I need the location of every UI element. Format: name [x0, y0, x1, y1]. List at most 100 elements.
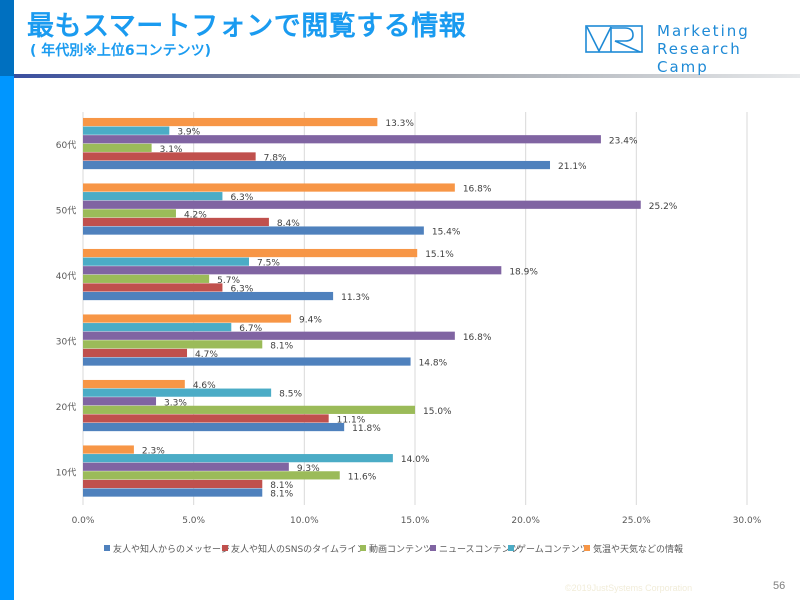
category-label: 60代	[56, 140, 76, 151]
data-label: 11.8%	[352, 424, 381, 434]
copyright-text: ©2019JustSystems Corporation	[565, 583, 693, 593]
bar	[83, 183, 455, 192]
bar	[83, 200, 641, 209]
bar	[83, 340, 263, 349]
data-label: 8.1%	[270, 481, 293, 491]
bar	[83, 209, 176, 218]
logo-mark-icon	[585, 25, 643, 53]
data-label: 11.3%	[341, 293, 370, 303]
legend-label: 友人や知人からのメッセージ	[113, 543, 230, 555]
bar	[83, 462, 289, 471]
data-label: 15.4%	[432, 228, 461, 238]
data-label: 5.7%	[217, 276, 240, 286]
bar	[83, 274, 210, 283]
bar	[83, 192, 223, 201]
data-label: 18.9%	[509, 267, 538, 277]
data-label: 6.3%	[230, 193, 253, 203]
category-label: 20代	[56, 402, 76, 413]
bar	[83, 454, 393, 463]
data-label: 23.4%	[609, 136, 638, 146]
legend-swatch	[508, 545, 514, 551]
data-label: 3.9%	[177, 128, 200, 138]
x-tick-label: 15.0%	[401, 516, 430, 526]
data-label: 25.2%	[649, 202, 678, 212]
data-label: 8.1%	[270, 341, 293, 351]
category-label: 50代	[56, 205, 76, 216]
bar	[83, 471, 340, 480]
data-label: 4.2%	[184, 210, 207, 220]
data-label: 9.4%	[299, 316, 322, 326]
data-label: 8.1%	[270, 490, 293, 500]
data-label: 3.3%	[164, 398, 187, 408]
bar	[83, 126, 170, 135]
page-subtitle: ( 年代別※上位6コンテンツ)	[30, 43, 212, 59]
legend-swatch	[104, 545, 110, 551]
bar	[83, 283, 223, 292]
logo-line-1: Marketing	[657, 22, 750, 40]
category-label: 10代	[56, 467, 76, 478]
bar	[83, 314, 292, 323]
legend-label: ゲームコンテンツ	[517, 543, 589, 555]
data-label: 11.6%	[348, 472, 377, 482]
category-label: 40代	[56, 271, 76, 282]
page-title: 最もスマートフォンで閲覧する情報	[27, 11, 467, 42]
data-label: 15.1%	[425, 250, 454, 260]
bar	[83, 152, 256, 161]
legend-swatch	[584, 545, 590, 551]
x-tick-label: 25.0%	[622, 516, 651, 526]
bar	[83, 348, 188, 358]
data-label: 15.0%	[423, 407, 452, 417]
legend-swatch	[360, 545, 366, 551]
bar	[83, 414, 329, 423]
chart-gridlines	[82, 112, 748, 505]
left-accent-bar	[0, 76, 14, 600]
bar	[83, 266, 502, 275]
legend-label: 気温や天気などの情報	[593, 543, 683, 555]
data-label: 7.8%	[264, 153, 287, 163]
chart-x-tick-labels: 0.0% 5.0% 10.0% 15.0% 20.0% 25.0% 30.0%	[72, 516, 762, 526]
legend-label: ニュースコンテンツ	[439, 544, 520, 555]
bar	[83, 217, 269, 227]
bar	[83, 445, 134, 454]
legend-label: 動画コンテンツ	[369, 544, 432, 555]
data-label: 6.3%	[230, 284, 253, 294]
bar	[83, 135, 601, 144]
logo: Marketing Research Camp	[585, 22, 795, 76]
data-label: 11.1%	[337, 415, 366, 425]
x-tick-label: 0.0%	[72, 516, 95, 526]
x-tick-label: 30.0%	[733, 516, 762, 526]
bar	[83, 331, 455, 340]
data-label: 2.3%	[142, 447, 165, 457]
bar	[83, 379, 185, 389]
bar	[83, 291, 334, 301]
data-label: 7.5%	[257, 259, 280, 269]
bar	[83, 248, 418, 258]
bar	[83, 488, 263, 497]
data-label: 16.8%	[463, 185, 492, 195]
data-label: 3.1%	[160, 145, 183, 155]
bar	[83, 357, 411, 366]
data-label: 9.3%	[297, 464, 320, 474]
bar	[83, 388, 272, 397]
bar	[83, 226, 424, 235]
data-label: 21.1%	[558, 162, 587, 172]
bar	[83, 479, 263, 489]
x-tick-label: 10.0%	[290, 516, 319, 526]
x-tick-label: 20.0%	[511, 516, 540, 526]
chart-bars	[83, 117, 641, 497]
data-label: 8.4%	[277, 219, 300, 229]
data-label: 14.0%	[401, 455, 430, 465]
bar	[83, 422, 345, 432]
legend-swatch	[430, 545, 436, 551]
left-accent-bar-top	[0, 0, 14, 76]
data-label: 14.8%	[419, 359, 448, 369]
bar	[83, 143, 152, 152]
page-number: 56	[773, 580, 786, 592]
bar	[83, 160, 551, 170]
data-label: 8.5%	[279, 390, 302, 400]
chart-legend: 友人や知人からのメッセージ 友人や知人のSNSのタイムライン 動画コンテンツ ニュース…	[104, 543, 683, 555]
legend-swatch	[222, 545, 228, 551]
bar	[83, 117, 378, 127]
data-label: 4.6%	[193, 381, 216, 391]
